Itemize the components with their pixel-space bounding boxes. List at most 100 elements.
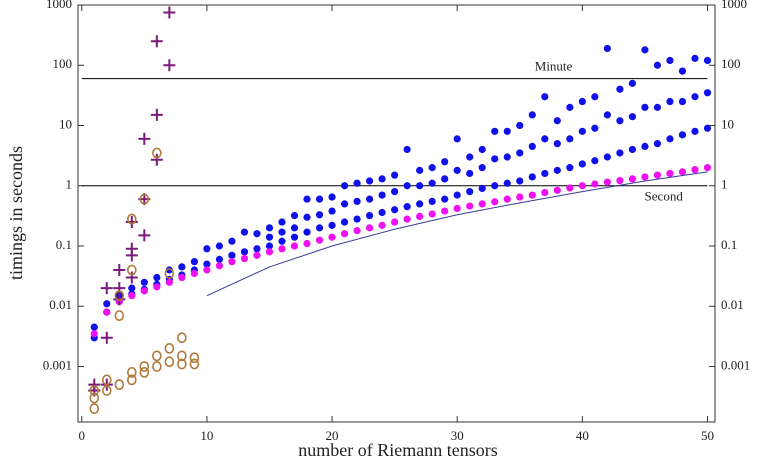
point bbox=[265, 248, 274, 256]
point bbox=[290, 211, 299, 220]
y-tick-label: 1000 bbox=[46, 0, 72, 11]
y-tick-label: 0.01 bbox=[721, 297, 744, 312]
point bbox=[616, 149, 624, 157]
plus-point bbox=[150, 35, 163, 48]
point bbox=[265, 233, 274, 241]
point bbox=[703, 164, 712, 172]
point bbox=[90, 330, 98, 338]
point bbox=[378, 175, 386, 183]
circle-point bbox=[152, 350, 162, 362]
point bbox=[428, 210, 436, 218]
plus-point bbox=[100, 331, 113, 344]
point bbox=[416, 200, 424, 208]
point bbox=[578, 182, 586, 190]
x-tick-label: 40 bbox=[576, 428, 589, 443]
circle-point bbox=[89, 392, 100, 404]
point bbox=[303, 195, 311, 203]
point bbox=[616, 117, 624, 125]
point bbox=[653, 103, 662, 111]
plus-point bbox=[138, 229, 151, 242]
point bbox=[478, 145, 486, 154]
point bbox=[153, 283, 161, 291]
point bbox=[178, 263, 186, 271]
y-tick-label: 100 bbox=[721, 56, 741, 71]
point bbox=[165, 266, 173, 274]
point bbox=[441, 195, 449, 203]
point bbox=[653, 61, 662, 69]
plus-point bbox=[100, 282, 113, 295]
point bbox=[678, 97, 687, 106]
circle-point bbox=[101, 385, 112, 396]
circle-point bbox=[139, 193, 150, 205]
point bbox=[290, 224, 299, 232]
circle-point bbox=[114, 310, 125, 321]
circle-point bbox=[189, 358, 200, 370]
point bbox=[503, 195, 511, 203]
point bbox=[328, 221, 336, 229]
point bbox=[441, 158, 449, 166]
point bbox=[303, 213, 311, 221]
point bbox=[365, 195, 374, 203]
point bbox=[466, 169, 474, 178]
point bbox=[653, 140, 662, 148]
point bbox=[340, 218, 349, 226]
point bbox=[340, 200, 349, 208]
point bbox=[278, 228, 286, 236]
y-tick-label: 10 bbox=[721, 116, 734, 131]
point bbox=[628, 79, 637, 87]
point bbox=[516, 121, 524, 130]
plus-point bbox=[113, 282, 126, 295]
point bbox=[228, 251, 236, 259]
point bbox=[503, 179, 511, 187]
x-tick-label: 50 bbox=[701, 428, 714, 443]
plus-point bbox=[163, 6, 176, 19]
point bbox=[190, 269, 198, 278]
point bbox=[315, 224, 324, 232]
point bbox=[303, 239, 311, 248]
point bbox=[103, 300, 111, 308]
plus-point bbox=[163, 59, 176, 72]
circle-point bbox=[101, 374, 112, 386]
circle-point bbox=[189, 352, 200, 364]
plus-point bbox=[125, 249, 138, 262]
point bbox=[466, 202, 474, 210]
point bbox=[666, 169, 674, 178]
point bbox=[215, 255, 224, 263]
point bbox=[653, 171, 662, 179]
point bbox=[365, 177, 374, 185]
circle-point bbox=[177, 358, 187, 370]
x-tick-label: 20 bbox=[326, 428, 339, 443]
point bbox=[90, 323, 98, 331]
point bbox=[628, 175, 637, 183]
circle-point bbox=[114, 290, 125, 302]
y-tick-label: 10 bbox=[59, 116, 72, 131]
y-tick-label: 0.1 bbox=[721, 237, 737, 252]
point bbox=[328, 207, 336, 215]
circle-point bbox=[114, 379, 125, 391]
point bbox=[416, 212, 424, 221]
y-tick-label: 1 bbox=[66, 177, 73, 192]
point bbox=[678, 67, 687, 75]
point bbox=[253, 251, 261, 259]
point bbox=[378, 221, 386, 229]
point bbox=[516, 193, 524, 201]
point bbox=[491, 182, 499, 190]
point bbox=[391, 218, 399, 226]
point bbox=[641, 142, 649, 151]
y-tick-label: 0.1 bbox=[56, 237, 72, 252]
point bbox=[666, 135, 674, 143]
y-axis-title: timings in seconds bbox=[6, 146, 26, 280]
y-tick-label: 1 bbox=[721, 177, 728, 192]
circle-point bbox=[164, 268, 175, 279]
point bbox=[228, 237, 236, 245]
plus-point bbox=[138, 132, 151, 145]
point bbox=[628, 145, 637, 154]
plus-point bbox=[113, 263, 126, 276]
point bbox=[203, 245, 211, 253]
point bbox=[553, 140, 561, 148]
point bbox=[128, 284, 136, 292]
point bbox=[140, 278, 148, 286]
point bbox=[403, 215, 411, 223]
x-tick-label: 30 bbox=[451, 428, 464, 443]
point bbox=[553, 117, 561, 125]
